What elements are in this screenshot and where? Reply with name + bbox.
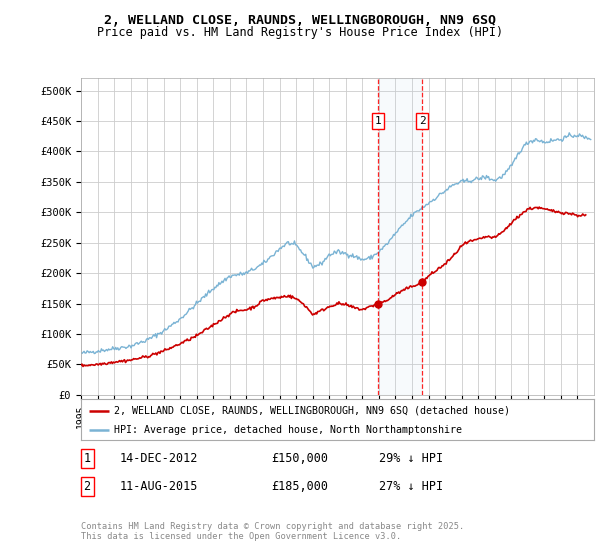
Text: HPI: Average price, detached house, North Northamptonshire: HPI: Average price, detached house, Nort… <box>115 424 463 435</box>
Text: 2, WELLAND CLOSE, RAUNDS, WELLINGBOROUGH, NN9 6SQ: 2, WELLAND CLOSE, RAUNDS, WELLINGBOROUGH… <box>104 14 496 27</box>
Text: £185,000: £185,000 <box>271 480 328 493</box>
Text: 1: 1 <box>83 452 91 465</box>
Text: 2, WELLAND CLOSE, RAUNDS, WELLINGBOROUGH, NN9 6SQ (detached house): 2, WELLAND CLOSE, RAUNDS, WELLINGBOROUGH… <box>115 405 511 416</box>
Text: Contains HM Land Registry data © Crown copyright and database right 2025.
This d: Contains HM Land Registry data © Crown c… <box>81 522 464 542</box>
Text: 29% ↓ HPI: 29% ↓ HPI <box>379 452 443 465</box>
Text: 2: 2 <box>83 480 91 493</box>
Text: £150,000: £150,000 <box>271 452 328 465</box>
Text: 27% ↓ HPI: 27% ↓ HPI <box>379 480 443 493</box>
Text: 1: 1 <box>374 116 382 126</box>
Text: 14-DEC-2012: 14-DEC-2012 <box>119 452 198 465</box>
Text: 11-AUG-2015: 11-AUG-2015 <box>119 480 198 493</box>
Bar <box>378 78 422 395</box>
Text: 2: 2 <box>419 116 425 126</box>
Text: Price paid vs. HM Land Registry's House Price Index (HPI): Price paid vs. HM Land Registry's House … <box>97 26 503 39</box>
